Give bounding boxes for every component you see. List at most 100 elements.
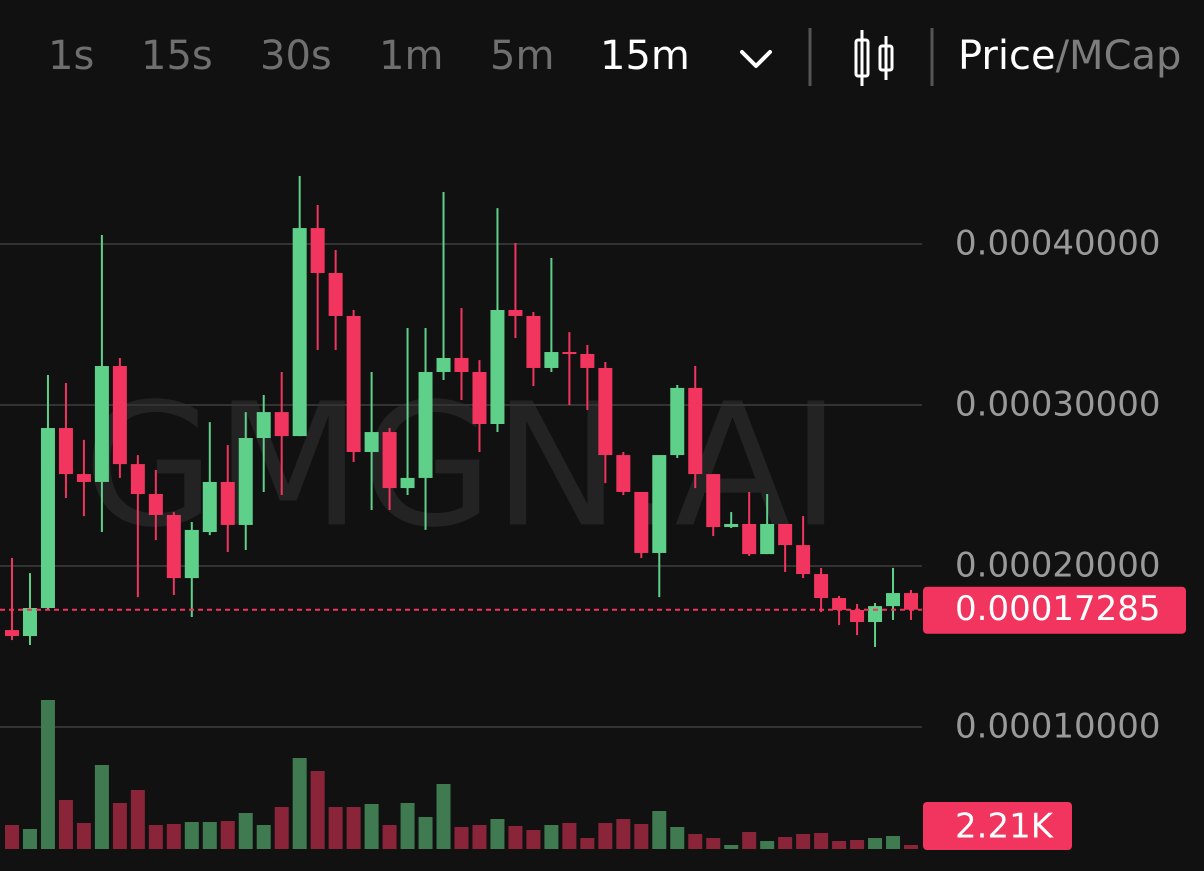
candle-body xyxy=(346,315,361,453)
volume-bar xyxy=(292,757,307,849)
candle-body xyxy=(400,477,415,489)
candle-body xyxy=(130,464,145,495)
volume-bar xyxy=(796,833,811,849)
volume-bar xyxy=(256,825,271,849)
volume-bar xyxy=(562,823,577,849)
candle-body xyxy=(166,514,181,579)
candle-body xyxy=(58,428,73,475)
candle-body xyxy=(94,366,109,482)
y-tick-label: 0.00040000 xyxy=(955,224,1161,264)
candle-body xyxy=(652,455,667,553)
volume-bar xyxy=(778,837,793,849)
interval-dropdown[interactable] xyxy=(740,50,772,68)
candle-body xyxy=(148,494,163,515)
y-tick-label: 0.00030000 xyxy=(955,385,1161,425)
volume-bar xyxy=(706,837,721,849)
candle-body xyxy=(526,315,541,368)
volume-bar xyxy=(688,833,703,849)
price-mcap-toggle[interactable]: Price/MCap xyxy=(958,33,1181,79)
volume-bar xyxy=(382,825,397,849)
volume-bar xyxy=(508,825,523,849)
candle-body xyxy=(292,228,307,437)
interval-option[interactable]: 15m xyxy=(600,33,690,79)
candle-body xyxy=(310,228,325,273)
volume-bar xyxy=(850,839,865,849)
volume-bar xyxy=(5,825,19,849)
volume-bar xyxy=(454,827,469,849)
volume-bar xyxy=(220,821,235,849)
candle-body xyxy=(5,630,19,637)
candle-body xyxy=(868,606,883,623)
candle-body xyxy=(688,387,703,475)
volume-bar xyxy=(526,829,541,849)
candle-body xyxy=(328,272,343,316)
volume-bar xyxy=(76,823,91,849)
y-tick-label: 0.00020000 xyxy=(955,546,1161,586)
interval-option[interactable]: 30s xyxy=(260,33,332,79)
price-option[interactable]: Price xyxy=(958,33,1056,79)
volume-bar xyxy=(436,783,451,849)
candle-body xyxy=(472,371,487,424)
volume-bar xyxy=(634,823,649,849)
volume-bar xyxy=(760,841,775,849)
candle-body xyxy=(454,357,469,372)
volume-bar xyxy=(346,807,361,849)
candle-body xyxy=(274,412,289,437)
mcap-option[interactable]: /MCap xyxy=(1056,33,1182,79)
volume-bar xyxy=(544,825,559,849)
candle-body xyxy=(616,455,631,492)
candle-body xyxy=(850,609,865,623)
interval-option[interactable]: 1s xyxy=(48,33,94,79)
candle-body xyxy=(562,352,577,355)
candle-body xyxy=(436,357,451,372)
interval-option[interactable]: 1m xyxy=(379,33,443,79)
candle-body xyxy=(418,371,433,478)
volume-bar xyxy=(40,700,55,849)
volume-bar xyxy=(832,841,847,849)
volume-bar xyxy=(490,819,505,849)
volume-bar xyxy=(310,771,325,849)
candle-body xyxy=(634,491,649,553)
candle-body xyxy=(490,310,505,424)
volume-bar xyxy=(58,799,73,849)
volume-bar xyxy=(670,827,685,849)
volume-bar xyxy=(580,837,595,849)
volume-label: 2.21K xyxy=(955,807,1055,847)
volume-bar xyxy=(472,825,487,849)
volume-bar xyxy=(616,819,631,849)
candle-body xyxy=(184,529,199,579)
candle-body xyxy=(238,438,253,525)
candle-body xyxy=(508,310,523,316)
volume-bar xyxy=(166,823,181,849)
interval-option[interactable]: 5m xyxy=(490,33,554,79)
plot: 0.00010000 0.00020000 0.00030000 0.00040000… xyxy=(0,176,1186,850)
candle-type-icon[interactable] xyxy=(854,30,894,86)
candle-body xyxy=(832,598,847,610)
volume-bar xyxy=(814,833,829,849)
volume-bar xyxy=(130,789,145,849)
candle-body xyxy=(22,608,37,637)
candle-body xyxy=(112,366,127,465)
candle-body xyxy=(76,474,91,482)
volume-bar xyxy=(652,811,667,849)
volume-bar xyxy=(328,807,343,849)
candle-body xyxy=(796,545,811,575)
candle-body xyxy=(202,481,217,533)
volume-bar xyxy=(184,821,199,849)
candle-body xyxy=(580,353,595,368)
volume-bar xyxy=(904,845,918,849)
volume-bar xyxy=(148,825,163,849)
volume-bar xyxy=(22,829,37,849)
interval-option[interactable]: 15s xyxy=(141,33,213,79)
candle-body xyxy=(220,481,235,525)
candle-body xyxy=(364,432,379,453)
candle-body xyxy=(544,352,559,368)
candle-body xyxy=(706,474,721,528)
volume-bar xyxy=(724,845,739,849)
volume-bar xyxy=(400,803,415,849)
candle-body xyxy=(724,523,739,528)
candle-body xyxy=(886,593,901,607)
candle-body xyxy=(382,432,397,489)
volume-bar xyxy=(238,813,253,849)
